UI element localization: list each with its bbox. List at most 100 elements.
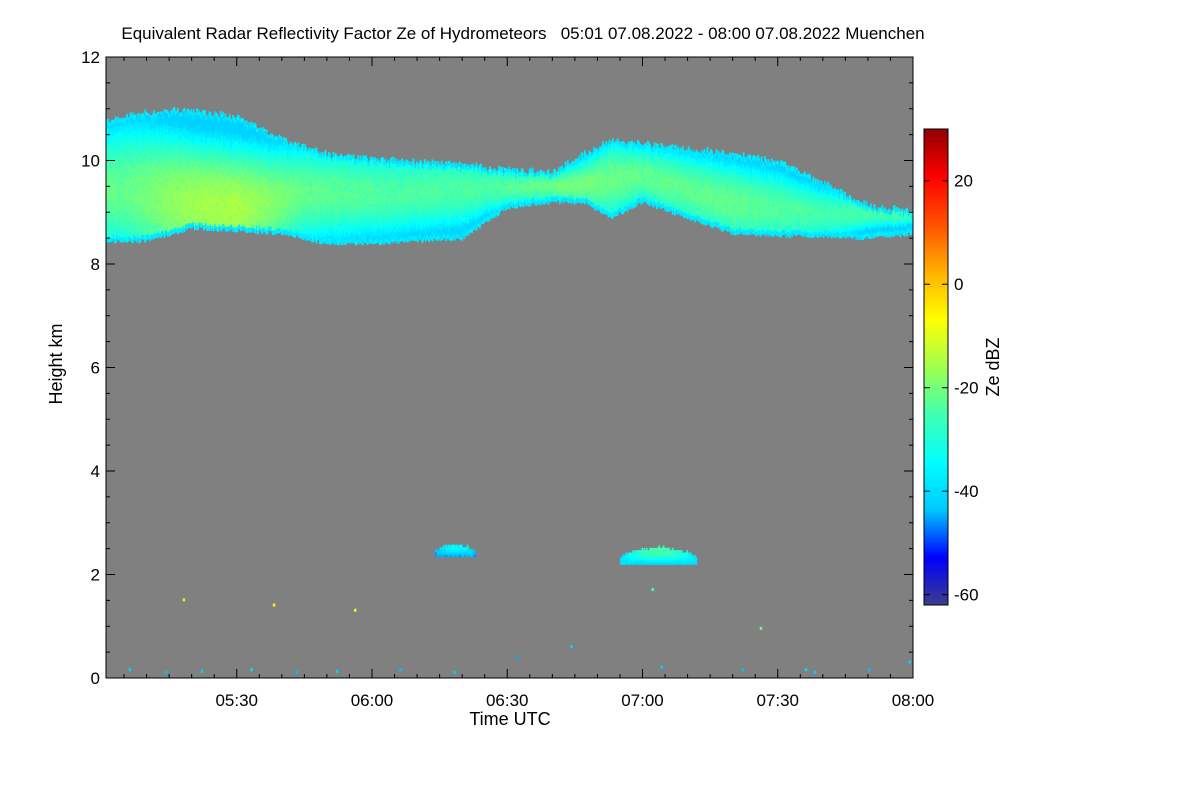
ze-cell (164, 221, 167, 224)
ze-cell (190, 176, 193, 180)
ze-cell (126, 137, 129, 141)
ze-cell (157, 118, 160, 122)
ze-cell (110, 199, 113, 203)
ze-cell (183, 152, 186, 156)
ze-cell (113, 151, 116, 155)
ze-cell (177, 212, 179, 216)
ze-cell (197, 210, 200, 214)
ze-cell (184, 123, 187, 127)
ze-cell (126, 125, 129, 129)
ze-cell (145, 174, 148, 178)
ze-cell (175, 124, 178, 128)
ze-cell (111, 238, 114, 242)
ze-cell (156, 225, 159, 229)
ze-cell (129, 126, 132, 130)
ze-cell (171, 158, 174, 162)
ze-cell (136, 146, 139, 150)
ze-cell (155, 234, 158, 238)
ze-cell (143, 232, 145, 236)
ze-cell (175, 227, 178, 231)
ze-cell (156, 211, 159, 215)
ze-cell (177, 124, 179, 128)
ze-cell (148, 228, 151, 232)
ze-cell (107, 169, 109, 173)
ze-cell (117, 212, 119, 216)
ze-cell (196, 138, 198, 142)
ze-cell (155, 218, 158, 222)
ze-cell (145, 125, 148, 129)
ze-cell (106, 193, 108, 197)
ze-cell (136, 167, 139, 171)
ze-cell (119, 141, 122, 145)
ze-cell (160, 172, 162, 176)
ze-cell (180, 121, 183, 125)
ze-cell (125, 182, 127, 186)
ze-cell (121, 234, 124, 238)
ze-cell (111, 210, 114, 214)
ze-cell (145, 114, 148, 118)
ze-cell (179, 174, 181, 177)
ze-cell (115, 144, 117, 148)
ze-cell (117, 147, 119, 150)
ze-cell (134, 118, 136, 122)
ze-cell (119, 225, 122, 229)
ze-cell (133, 178, 135, 182)
ze-cell (116, 171, 118, 175)
ze-cell (110, 120, 113, 124)
ze-cell (186, 112, 188, 116)
ze-cell (122, 148, 125, 152)
ze-cell (187, 159, 189, 163)
ze-cell (162, 225, 165, 229)
ze-cell (172, 107, 175, 111)
ze-cell (125, 138, 127, 142)
ze-cell (139, 160, 142, 163)
ze-cell (158, 216, 161, 220)
ze-cell (119, 132, 122, 136)
ze-cell (146, 229, 149, 233)
ze-cell (120, 120, 123, 124)
ze-cell (181, 174, 184, 178)
ze-cell (146, 122, 149, 126)
ze-cell (126, 160, 129, 164)
ze-cell (151, 131, 153, 135)
ze-cell (161, 190, 163, 194)
ze-cell (188, 134, 191, 138)
ze-cell (125, 229, 127, 233)
ze-cell (169, 233, 171, 237)
ze-cell (161, 148, 163, 152)
ze-cell (145, 216, 148, 220)
ze-cell (112, 213, 115, 217)
ze-cell (117, 181, 119, 185)
ze-cell (164, 137, 167, 141)
ze-cell (190, 179, 193, 182)
ze-cell (108, 168, 110, 172)
ze-cell (140, 115, 143, 119)
ze-cell (191, 154, 194, 158)
ze-cell (134, 123, 136, 127)
ze-cell (181, 115, 184, 119)
ze-cell (173, 183, 176, 187)
ze-cell (188, 111, 191, 115)
ze-cell (177, 135, 179, 139)
ze-cell (156, 156, 159, 160)
ze-cell (187, 169, 189, 173)
ze-cell (125, 187, 127, 191)
ze-cell (126, 116, 129, 120)
ze-cell (192, 221, 195, 225)
ze-cell (181, 195, 184, 199)
ze-cell (135, 154, 138, 158)
ze-cell (170, 176, 172, 179)
ze-cell (129, 124, 132, 127)
ze-cell (180, 153, 183, 157)
ze-cell (126, 237, 129, 241)
ze-cell (140, 208, 143, 212)
ze-cell (131, 144, 134, 148)
ze-cell (116, 129, 118, 133)
ze-cell (173, 179, 176, 183)
ze-cell (134, 139, 136, 143)
ze-cell (178, 119, 180, 123)
ze-cell (209, 111, 212, 115)
ze-cell (137, 157, 140, 161)
ze-cell (154, 193, 157, 197)
ze-cell (127, 226, 130, 230)
